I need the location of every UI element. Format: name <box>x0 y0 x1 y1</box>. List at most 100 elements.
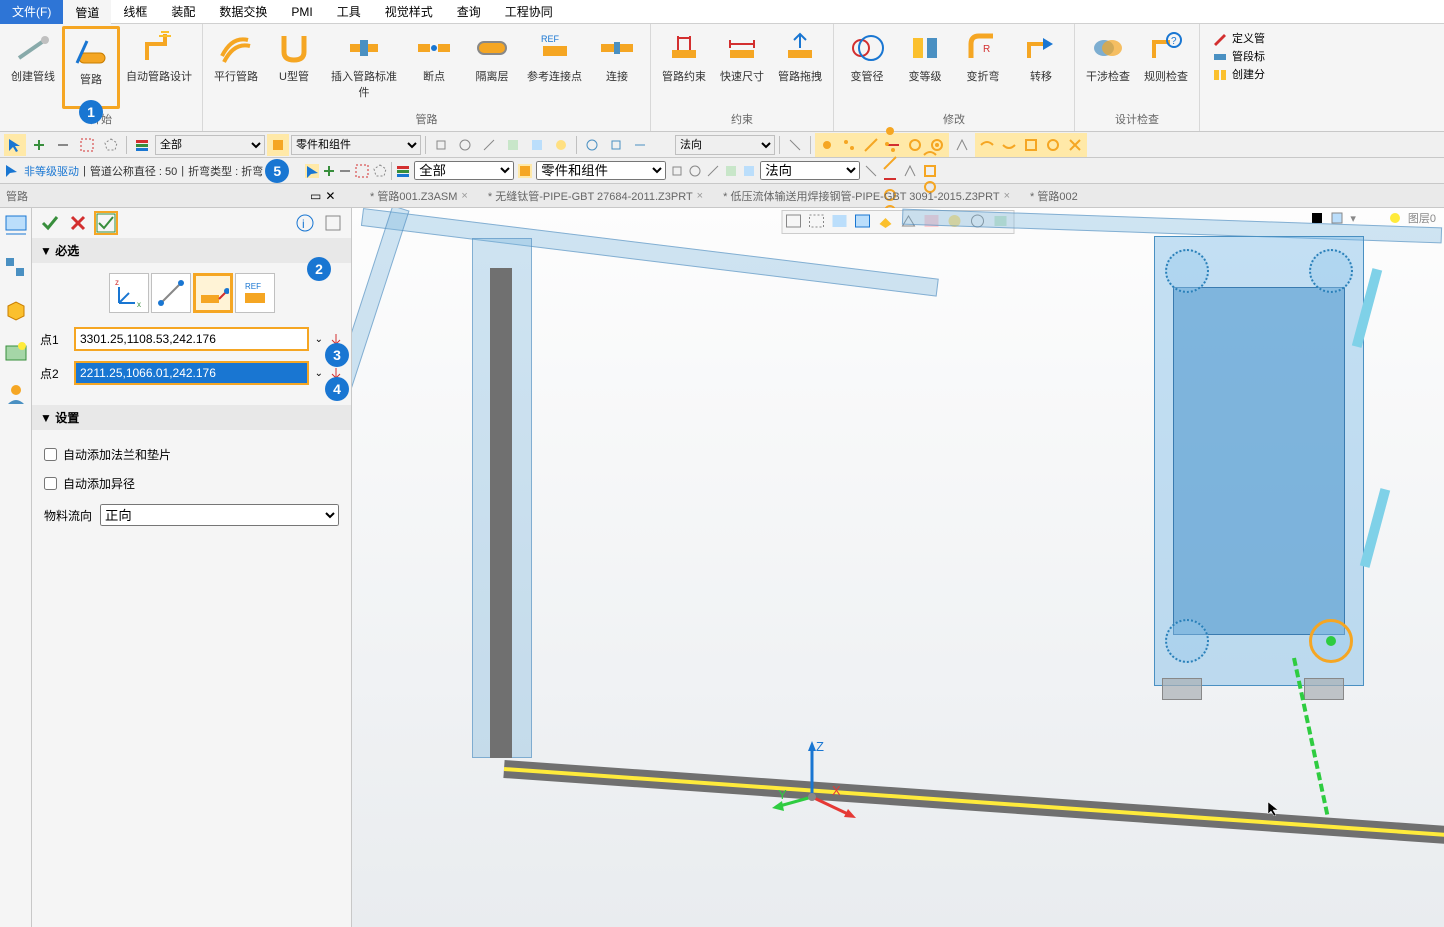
qb2-filter-select[interactable]: 全部 <box>414 161 514 180</box>
vp-shaded[interactable] <box>830 212 852 232</box>
ref-connect-button[interactable]: REF参考连接点 <box>521 26 588 109</box>
point1-input[interactable] <box>74 327 309 351</box>
auto-route-button[interactable]: 自动管路设计 <box>120 26 198 109</box>
menu-tab-pipe[interactable]: 管道 <box>63 0 111 25</box>
quick-dim-button[interactable]: 快速尺寸 <box>713 26 771 109</box>
select-mode-button[interactable] <box>4 134 26 156</box>
qb2-type[interactable] <box>518 164 532 178</box>
mode-port[interactable] <box>193 273 233 313</box>
route-drag-button[interactable]: 管路拖拽 <box>771 26 829 109</box>
tool-h[interactable] <box>605 134 627 156</box>
tool-a[interactable] <box>430 134 452 156</box>
section-settings[interactable]: ▼ 设置 <box>32 405 351 430</box>
mode-xyz[interactable]: zx <box>109 273 149 313</box>
dock-tree-icon[interactable] <box>4 214 28 238</box>
u-pipe-button[interactable]: U型管 <box>265 26 323 109</box>
panel-min[interactable]: ▭ <box>310 189 321 203</box>
direction-select[interactable]: 法向 <box>675 135 775 155</box>
transfer-button[interactable]: 转移 <box>1012 26 1070 109</box>
qb2-win[interactable] <box>355 164 369 178</box>
snap-j[interactable] <box>1020 134 1042 156</box>
doc-tab-4[interactable]: * 管路002 <box>1020 184 1088 208</box>
menu-tab-tools[interactable]: 工具 <box>325 0 373 24</box>
tool-e[interactable] <box>526 134 548 156</box>
filter-icon-button[interactable] <box>131 134 153 156</box>
qb2-t6[interactable] <box>864 164 878 178</box>
parallel-route-button[interactable]: 平行管路 <box>207 26 265 109</box>
define-pipe-item[interactable]: 定义管 <box>1212 30 1265 46</box>
window-select-button[interactable] <box>76 134 98 156</box>
breakpoint-button[interactable]: 断点 <box>405 26 463 109</box>
menu-tab-wireframe[interactable]: 线框 <box>111 0 159 24</box>
qb2-t3[interactable] <box>706 164 720 178</box>
menu-tab-visual[interactable]: 视觉样式 <box>373 0 445 24</box>
close-icon[interactable]: × <box>1004 190 1010 202</box>
menu-tab-collab[interactable]: 工程协同 <box>493 0 565 24</box>
snap-l[interactable] <box>1064 134 1086 156</box>
close-icon[interactable]: × <box>461 190 467 202</box>
type-button[interactable] <box>267 134 289 156</box>
doc-tab-2[interactable]: * 无缝钛管-PIPE-GBT 27684-2011.Z3PRT× <box>478 184 713 208</box>
cancel-button[interactable] <box>66 211 90 235</box>
insert-std-button[interactable]: 插入管路标准件 <box>323 26 405 109</box>
menu-tab-exchange[interactable]: 数据交换 <box>207 0 279 24</box>
qb2-snap-c[interactable] <box>882 155 898 171</box>
tool-c[interactable] <box>478 134 500 156</box>
mode-2pt[interactable] <box>151 273 191 313</box>
vp-iso[interactable] <box>876 212 898 232</box>
change-bend-button[interactable]: R变折弯 <box>954 26 1012 109</box>
info-button[interactable]: i <box>293 211 317 235</box>
plus-button[interactable] <box>28 134 50 156</box>
qb2-select[interactable] <box>305 164 319 178</box>
snap-a[interactable] <box>816 134 838 156</box>
type-select[interactable]: 零件和组件 <box>291 135 421 155</box>
qb2-snap-h[interactable] <box>922 147 938 163</box>
isolation-button[interactable]: 隔离层 <box>463 26 521 109</box>
qb2-minus[interactable] <box>339 165 351 177</box>
snap-g[interactable] <box>951 134 973 156</box>
qb2-snap-i[interactable] <box>922 163 938 179</box>
tool-f[interactable] <box>550 134 572 156</box>
change-dia-button[interactable]: 变管径 <box>838 26 896 109</box>
create-split-item[interactable]: 创建分 <box>1212 66 1265 82</box>
menu-file[interactable]: 文件(F) <box>0 0 63 24</box>
qb2-dir[interactable]: 法向 <box>760 161 860 180</box>
chk-flange[interactable] <box>44 448 57 461</box>
menu-tab-query[interactable]: 查询 <box>445 0 493 24</box>
mode-ref[interactable]: REF <box>235 273 275 313</box>
qb2-snap-a[interactable] <box>882 123 898 139</box>
tool-i[interactable] <box>629 134 651 156</box>
menu-tab-pmi[interactable]: PMI <box>279 1 324 23</box>
tool-d[interactable] <box>502 134 524 156</box>
dock-part-icon[interactable] <box>4 298 28 322</box>
tool-g[interactable] <box>581 134 603 156</box>
viewport-3d[interactable]: ▾ 图层0 <box>352 208 1444 927</box>
dock-view-icon[interactable] <box>4 340 28 364</box>
qb2-snap-b[interactable] <box>882 139 898 155</box>
qb2-plus[interactable] <box>323 165 335 177</box>
qb2-filter[interactable] <box>396 164 410 178</box>
snap-i[interactable] <box>998 134 1020 156</box>
snap-c[interactable] <box>860 134 882 156</box>
flange-target[interactable] <box>1309 619 1353 663</box>
doc-tab-3[interactable]: * 低压流体输送用焊接钢管-PIPE-GBT 3091-2015.Z3PRT× <box>713 184 1020 208</box>
poly-select-button[interactable] <box>100 134 122 156</box>
change-level-button[interactable]: 变等级 <box>896 26 954 109</box>
qb2-type-select[interactable]: 零件和组件 <box>536 161 666 180</box>
p1-dropdown[interactable]: ⌄ <box>315 334 323 345</box>
expand-button[interactable] <box>321 211 345 235</box>
pipe-route-button[interactable]: 管路 1 <box>62 26 120 109</box>
vp-hidden[interactable] <box>807 212 829 232</box>
flow-select[interactable]: 正向 <box>100 504 339 526</box>
layer-label[interactable]: 图层0 <box>1408 210 1436 226</box>
qb2-t2[interactable] <box>688 164 702 178</box>
filter-select[interactable]: 全部 <box>155 135 265 155</box>
tool-j[interactable] <box>784 134 806 156</box>
chk-reducer[interactable] <box>44 477 57 490</box>
ok-button[interactable] <box>38 211 62 235</box>
vp-shaded-edge[interactable] <box>853 212 875 232</box>
apply-button[interactable] <box>94 211 118 235</box>
create-pipeline-button[interactable]: 创建管线 <box>4 26 62 109</box>
section-required[interactable]: ▼ 必选 <box>32 238 351 263</box>
minus-button[interactable] <box>52 134 74 156</box>
